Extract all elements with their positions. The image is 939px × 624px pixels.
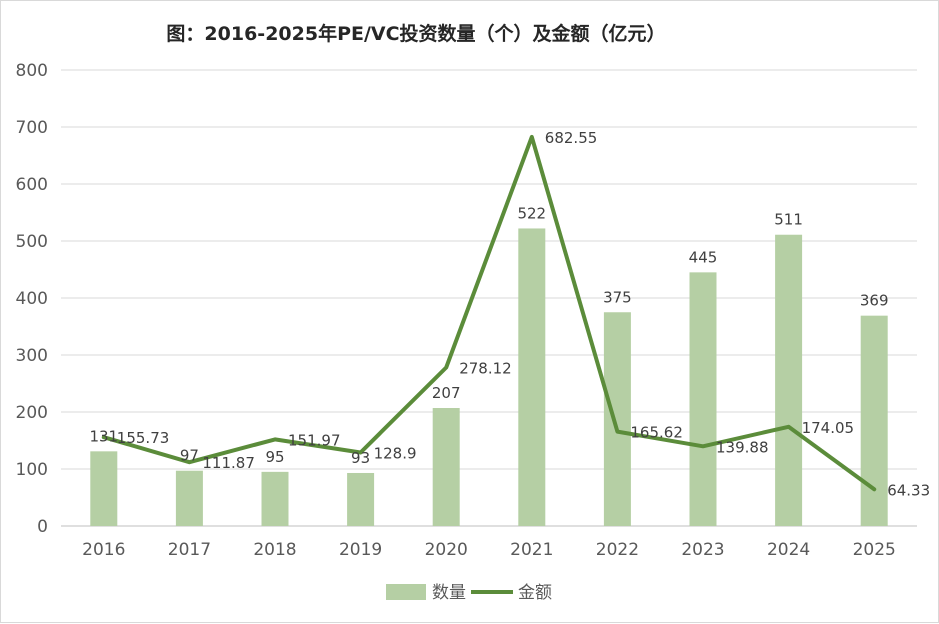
bar: [175, 470, 203, 526]
bar: [90, 451, 118, 526]
bar-data-label: 369: [860, 292, 889, 310]
bar: [689, 272, 717, 526]
x-tick-label: 2020: [425, 540, 468, 560]
y-tick-label: 400: [16, 289, 48, 309]
line-point: [102, 435, 106, 439]
bar-data-label: 375: [603, 288, 632, 306]
legend-swatch-bar: [386, 584, 426, 600]
x-tick-label: 2018: [253, 540, 296, 560]
bar: [347, 472, 375, 526]
line-data-label: 682.55: [545, 129, 598, 147]
y-tick-label: 100: [16, 460, 48, 480]
line-data-label: 151.97: [288, 431, 341, 449]
line-point: [701, 444, 705, 448]
bar-data-label: 445: [689, 248, 718, 266]
y-tick-label: 700: [16, 118, 48, 138]
bar-data-label: 95: [265, 448, 284, 466]
line-data-label: 111.87: [202, 454, 255, 472]
x-tick-label: 2022: [596, 540, 639, 560]
bar: [603, 312, 631, 526]
y-tick-label: 0: [37, 517, 48, 537]
x-tick-label: 2024: [767, 540, 810, 560]
bar-data-label: 511: [774, 211, 803, 229]
line-point: [530, 135, 534, 139]
data-labels: 131 97 95 93 207 522 375 445 511 369 155.73 111.87 1…: [89, 129, 930, 499]
line-point: [359, 451, 363, 455]
bar: [261, 471, 289, 526]
chart-title: 图：2016-2025年PE/VC投资数量（个）及金额（亿元）: [166, 22, 665, 45]
line-point: [444, 365, 448, 369]
x-tick-label: 2019: [339, 540, 382, 560]
x-tick-label: 2017: [168, 540, 211, 560]
x-axis-ticks: 2016 2017 2018 2019 2020 2021 2022 2023 2024 2025: [82, 540, 896, 560]
y-axis-ticks: 0 100 200 300 400 500 600 700 800: [16, 61, 48, 537]
x-tick-label: 2025: [853, 540, 896, 560]
bar: [860, 315, 888, 526]
line-data-label: 128.9: [374, 445, 417, 463]
line-series: [101, 134, 877, 492]
line-data-label: 165.62: [630, 424, 683, 442]
line-data-label: 64.33: [887, 481, 930, 499]
line-data-label: 174.05: [802, 419, 855, 437]
y-tick-label: 200: [16, 403, 48, 423]
bar-data-label: 207: [432, 384, 461, 402]
legend-label-line: 金额: [518, 583, 552, 603]
y-tick-label: 500: [16, 232, 48, 252]
x-tick-label: 2021: [510, 540, 553, 560]
x-tick-label: 2023: [681, 540, 724, 560]
y-tick-label: 600: [16, 175, 48, 195]
bar: [432, 408, 460, 526]
line-data-label: 278.12: [459, 359, 512, 377]
bar-data-label: 93: [351, 449, 370, 467]
bar-data-label: 522: [517, 204, 546, 222]
line-point: [615, 430, 619, 434]
line-data-label: 155.73: [117, 429, 170, 447]
line-data-label: 139.88: [716, 438, 769, 456]
bar-data-label: 97: [180, 447, 199, 465]
bar: [518, 228, 546, 526]
y-tick-label: 800: [16, 61, 48, 81]
bar-data-label: 131: [89, 427, 118, 445]
line-point: [187, 460, 191, 464]
legend-label-bar: 数量: [432, 583, 466, 603]
line-point: [872, 487, 876, 491]
line-point: [273, 437, 277, 441]
bar: [775, 234, 803, 527]
line-point: [787, 425, 791, 429]
legend: 数量 金额: [386, 583, 552, 603]
x-tick-label: 2016: [82, 540, 125, 560]
y-tick-label: 300: [16, 346, 48, 366]
line-series-path: [101, 134, 877, 492]
gridlines: [61, 69, 917, 527]
